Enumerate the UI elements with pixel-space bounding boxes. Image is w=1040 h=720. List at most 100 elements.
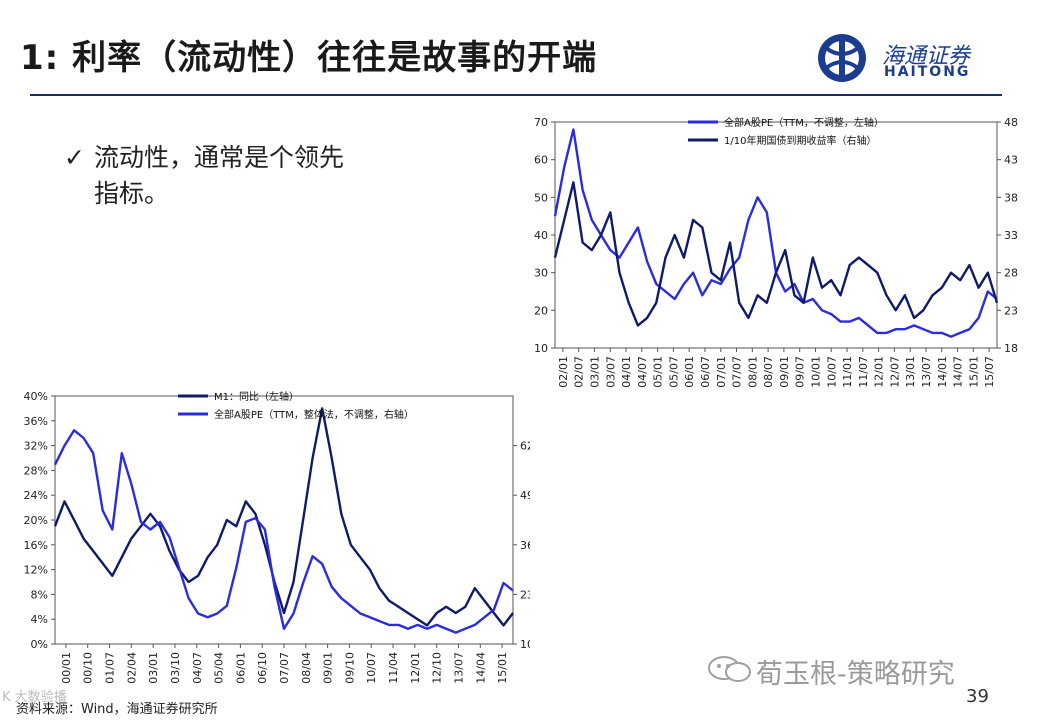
y-left-tick-label: 12% <box>24 564 48 577</box>
x-tick-label: 14/07 <box>952 356 965 388</box>
x-tick-label: 10/07 <box>365 652 378 684</box>
x-tick-label: 02/01 <box>557 356 570 388</box>
series-line-2 <box>53 429 514 634</box>
y-right-tick-label: 38 <box>1004 191 1018 204</box>
y-left-tick-label: 60 <box>534 154 548 167</box>
y-left-tick-label: 8% <box>31 588 48 601</box>
x-tick-label: 12/10 <box>431 652 444 684</box>
x-tick-label: 13/07 <box>452 652 465 684</box>
x-tick-label: 13/07 <box>920 356 933 388</box>
legend-label-2: 全部A股PE（TTM，整体法，不调整，右轴） <box>214 408 414 421</box>
x-tick-label: 01/07 <box>104 652 117 684</box>
check-icon: ✓ <box>64 143 85 172</box>
logo-name-en: HAITONG <box>884 64 971 80</box>
x-tick-label: 08/07 <box>762 356 775 388</box>
legend-label-1: M1：同比（左轴） <box>214 390 299 403</box>
x-tick-label: 11/07 <box>857 356 870 388</box>
y-left-tick-label: 70 <box>534 116 548 129</box>
x-tick-label: 06/10 <box>256 652 269 684</box>
x-tick-label: 14/01 <box>936 356 949 388</box>
y-left-tick-label: 4% <box>31 613 48 626</box>
legend-label-1: 全部A股PE（TTM，不调整，左轴） <box>724 116 884 129</box>
y-right-tick-label: 18 <box>1004 342 1018 355</box>
x-tick-label: 09/07 <box>794 356 807 388</box>
source-note: 资料来源：Wind，海通证券研究所 <box>16 702 218 717</box>
y-left-tick-label: 10 <box>534 342 548 355</box>
x-tick-label: 14/04 <box>474 652 487 684</box>
x-tick-label: 07/01 <box>715 356 728 388</box>
x-tick-label: 07/07 <box>278 652 291 684</box>
x-tick-label: 04/07 <box>191 652 204 684</box>
y-left-tick-label: 24% <box>24 489 48 502</box>
y-left-tick-label: 32% <box>24 440 48 453</box>
x-tick-label: 09/01 <box>778 356 791 388</box>
x-tick-label: 03/07 <box>604 356 617 388</box>
x-tick-label: 07/07 <box>731 356 744 388</box>
y-left-tick-label: 40% <box>24 390 48 403</box>
x-tick-label: 13/01 <box>904 356 917 388</box>
x-tick-label: 10/07 <box>825 356 838 388</box>
y-right-tick-label: 28 <box>1004 267 1018 280</box>
wechat-icon <box>708 656 751 682</box>
x-tick-label: 11/01 <box>841 356 854 388</box>
x-tick-label: 08/04 <box>300 652 313 684</box>
x-tick-label: 12/01 <box>409 652 422 684</box>
y-right-tick-label: 10 <box>520 638 530 651</box>
x-tick-label: 00/01 <box>60 652 73 684</box>
x-tick-label: 02/07 <box>573 356 586 388</box>
page-title: 1: 利率（流动性）往往是故事的开端 <box>20 38 598 78</box>
y-right-tick-label: 23 <box>520 588 530 601</box>
series-line-1 <box>53 407 514 627</box>
x-tick-label: 11/04 <box>387 652 400 684</box>
y-left-tick-label: 50 <box>534 191 548 204</box>
series-line-2 <box>553 181 999 327</box>
title-divider <box>30 94 1002 96</box>
y-left-tick-label: 16% <box>24 539 48 552</box>
chart-m1-vs-pe: 0% 4% 8% 12% 16% 20% 24% 28% 32% 36% 40% 10 23 36 49 62… <box>24 390 530 684</box>
y-left-tick-label: 40 <box>534 229 548 242</box>
haitong-logo <box>812 30 1012 86</box>
x-tick-label: 05/04 <box>213 652 226 684</box>
x-tick-label: 12/07 <box>888 356 901 388</box>
series-line-1 <box>553 128 998 338</box>
bullet-text-line1: 流动性，通常是个领先 <box>94 143 345 172</box>
logo-name-cn: 海通证券 <box>882 44 971 69</box>
legend-label-2: 1/10年期国债到期收益率（右轴） <box>724 134 876 147</box>
x-tick-label: 04/01 <box>620 356 633 388</box>
x-tick-label: 05/01 <box>652 356 665 388</box>
y-right-tick-label: 43 <box>1004 154 1018 167</box>
x-tick-label: 08/01 <box>746 356 759 388</box>
y-left-tick-label: 30 <box>534 267 548 280</box>
bullet-text-line2: 指标。 <box>94 179 170 208</box>
y-left-tick-label: 36% <box>24 415 48 428</box>
plot-frame <box>554 121 998 349</box>
x-tick-label: 15/01 <box>496 652 509 684</box>
haitong-emblem-icon <box>818 34 866 82</box>
x-tick-label: 15/07 <box>983 356 996 388</box>
y-right-tick-label: 49 <box>520 489 530 502</box>
page-number: 39 <box>966 686 989 707</box>
x-tick-label: 09/01 <box>322 652 335 684</box>
y-right-tick-label: 36 <box>520 539 530 552</box>
x-tick-label: 03/01 <box>588 356 601 388</box>
watermark-text: 荀玉根-策略研究 <box>756 659 955 690</box>
x-tick-label: 06/01 <box>683 356 696 388</box>
y-right-tick-label: 23 <box>1004 304 1018 317</box>
x-tick-label: 06/07 <box>699 356 712 388</box>
x-tick-label: 00/10 <box>82 652 95 684</box>
x-tick-label: 03/10 <box>169 652 182 684</box>
bullet-point: ✓ 流动性，通常是个领先 指标。 <box>64 140 444 212</box>
y-left-tick-label: 20 <box>534 304 548 317</box>
y-left-tick-label: 28% <box>24 464 48 477</box>
x-tick-label: 09/10 <box>343 652 356 684</box>
x-tick-label: 02/04 <box>125 652 138 684</box>
y-left-tick-label: 0% <box>31 638 48 651</box>
y-left-tick-label: 20% <box>24 514 48 527</box>
x-tick-label: 05/07 <box>667 356 680 388</box>
corner-watermark: K 大数验播 <box>2 690 67 705</box>
x-tick-label: 15/01 <box>967 356 980 388</box>
y-right-tick-label: 48 <box>1004 116 1018 129</box>
x-tick-label: 06/01 <box>234 652 247 684</box>
x-tick-label: 12/01 <box>873 356 886 388</box>
